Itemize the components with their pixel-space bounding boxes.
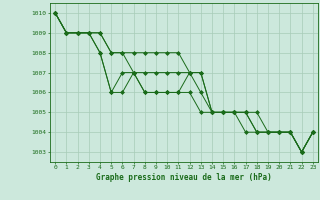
X-axis label: Graphe pression niveau de la mer (hPa): Graphe pression niveau de la mer (hPa) — [96, 173, 272, 182]
